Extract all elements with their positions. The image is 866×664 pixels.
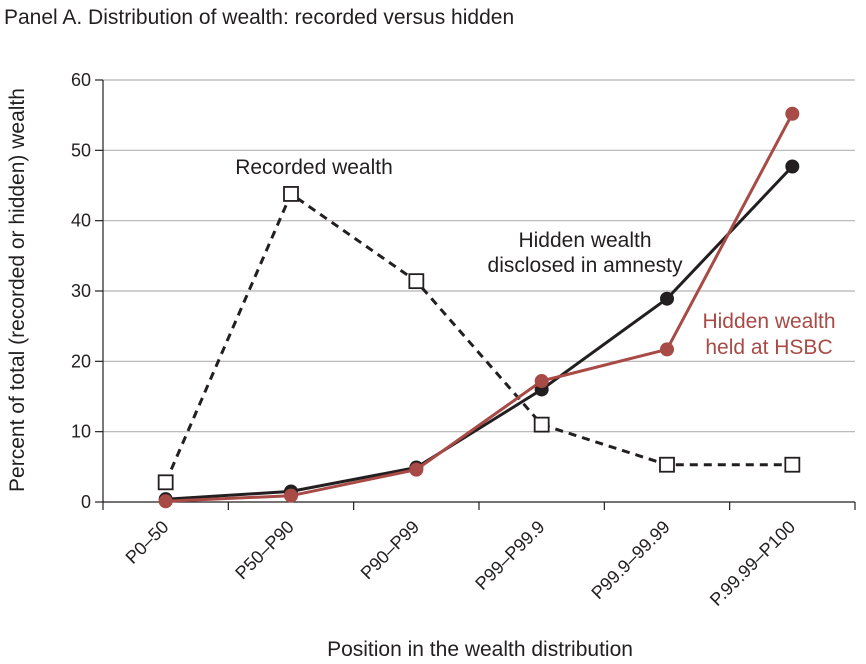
y-tick-label: 50	[71, 140, 91, 160]
y-axis-label: Percent of total (recorded or hidden) we…	[6, 88, 29, 492]
annotation-label: Recorded wealth	[235, 156, 393, 179]
data-point	[408, 273, 425, 290]
data-point	[659, 456, 675, 473]
y-tick-label: 40	[71, 211, 91, 231]
series-2	[158, 106, 800, 509]
data-point	[283, 186, 299, 202]
data-point	[284, 488, 298, 503]
y-tick-label: 10	[71, 422, 91, 442]
x-axis-label: Position in the wealth distribution	[327, 638, 633, 661]
annotation-label: held at HSBC	[705, 336, 832, 359]
y-tick-label: 0	[81, 492, 91, 512]
x-tick-label: P.99.99–P100	[706, 517, 799, 610]
data-point	[158, 494, 173, 509]
x-tick-label: P90–P99	[357, 517, 424, 584]
data-point	[533, 416, 550, 433]
x-tick-label: P99.9–99.99	[587, 517, 673, 603]
grid-lines	[103, 79, 855, 433]
data-point	[784, 456, 801, 473]
y-tick-label: 30	[71, 281, 91, 301]
annotation-label: disclosed in amnesty	[488, 254, 683, 277]
data-point	[660, 342, 674, 357]
series-group	[157, 106, 801, 509]
series-0	[157, 186, 801, 491]
x-tick-label: P99–P99.9	[471, 517, 548, 594]
data-point	[660, 291, 674, 306]
data-point	[785, 106, 800, 121]
data-point	[534, 374, 549, 389]
series-line	[165, 113, 794, 503]
data-point	[157, 474, 174, 491]
y-tick-label: 20	[71, 351, 91, 371]
x-tick-label: P50–P90	[231, 517, 298, 584]
chart-title: Panel A. Distribution of wealth: recorde…	[4, 6, 515, 29]
series-line	[164, 192, 793, 483]
data-point	[785, 159, 800, 174]
annotation-label: Hidden wealth	[702, 310, 835, 333]
annotation-label: Hidden wealth	[518, 229, 651, 252]
x-tick-label: P0–50	[122, 517, 173, 568]
series-line	[165, 165, 794, 501]
y-tick-label: 60	[71, 70, 91, 90]
data-point	[409, 462, 424, 477]
y-axis-ticks: 0 10 20 30 40 50 60	[71, 70, 103, 512]
x-axis-ticks: P0–50 P50–P90 P90–P99 P99–P99.9 P99.9–99.99 P…	[102, 502, 856, 610]
